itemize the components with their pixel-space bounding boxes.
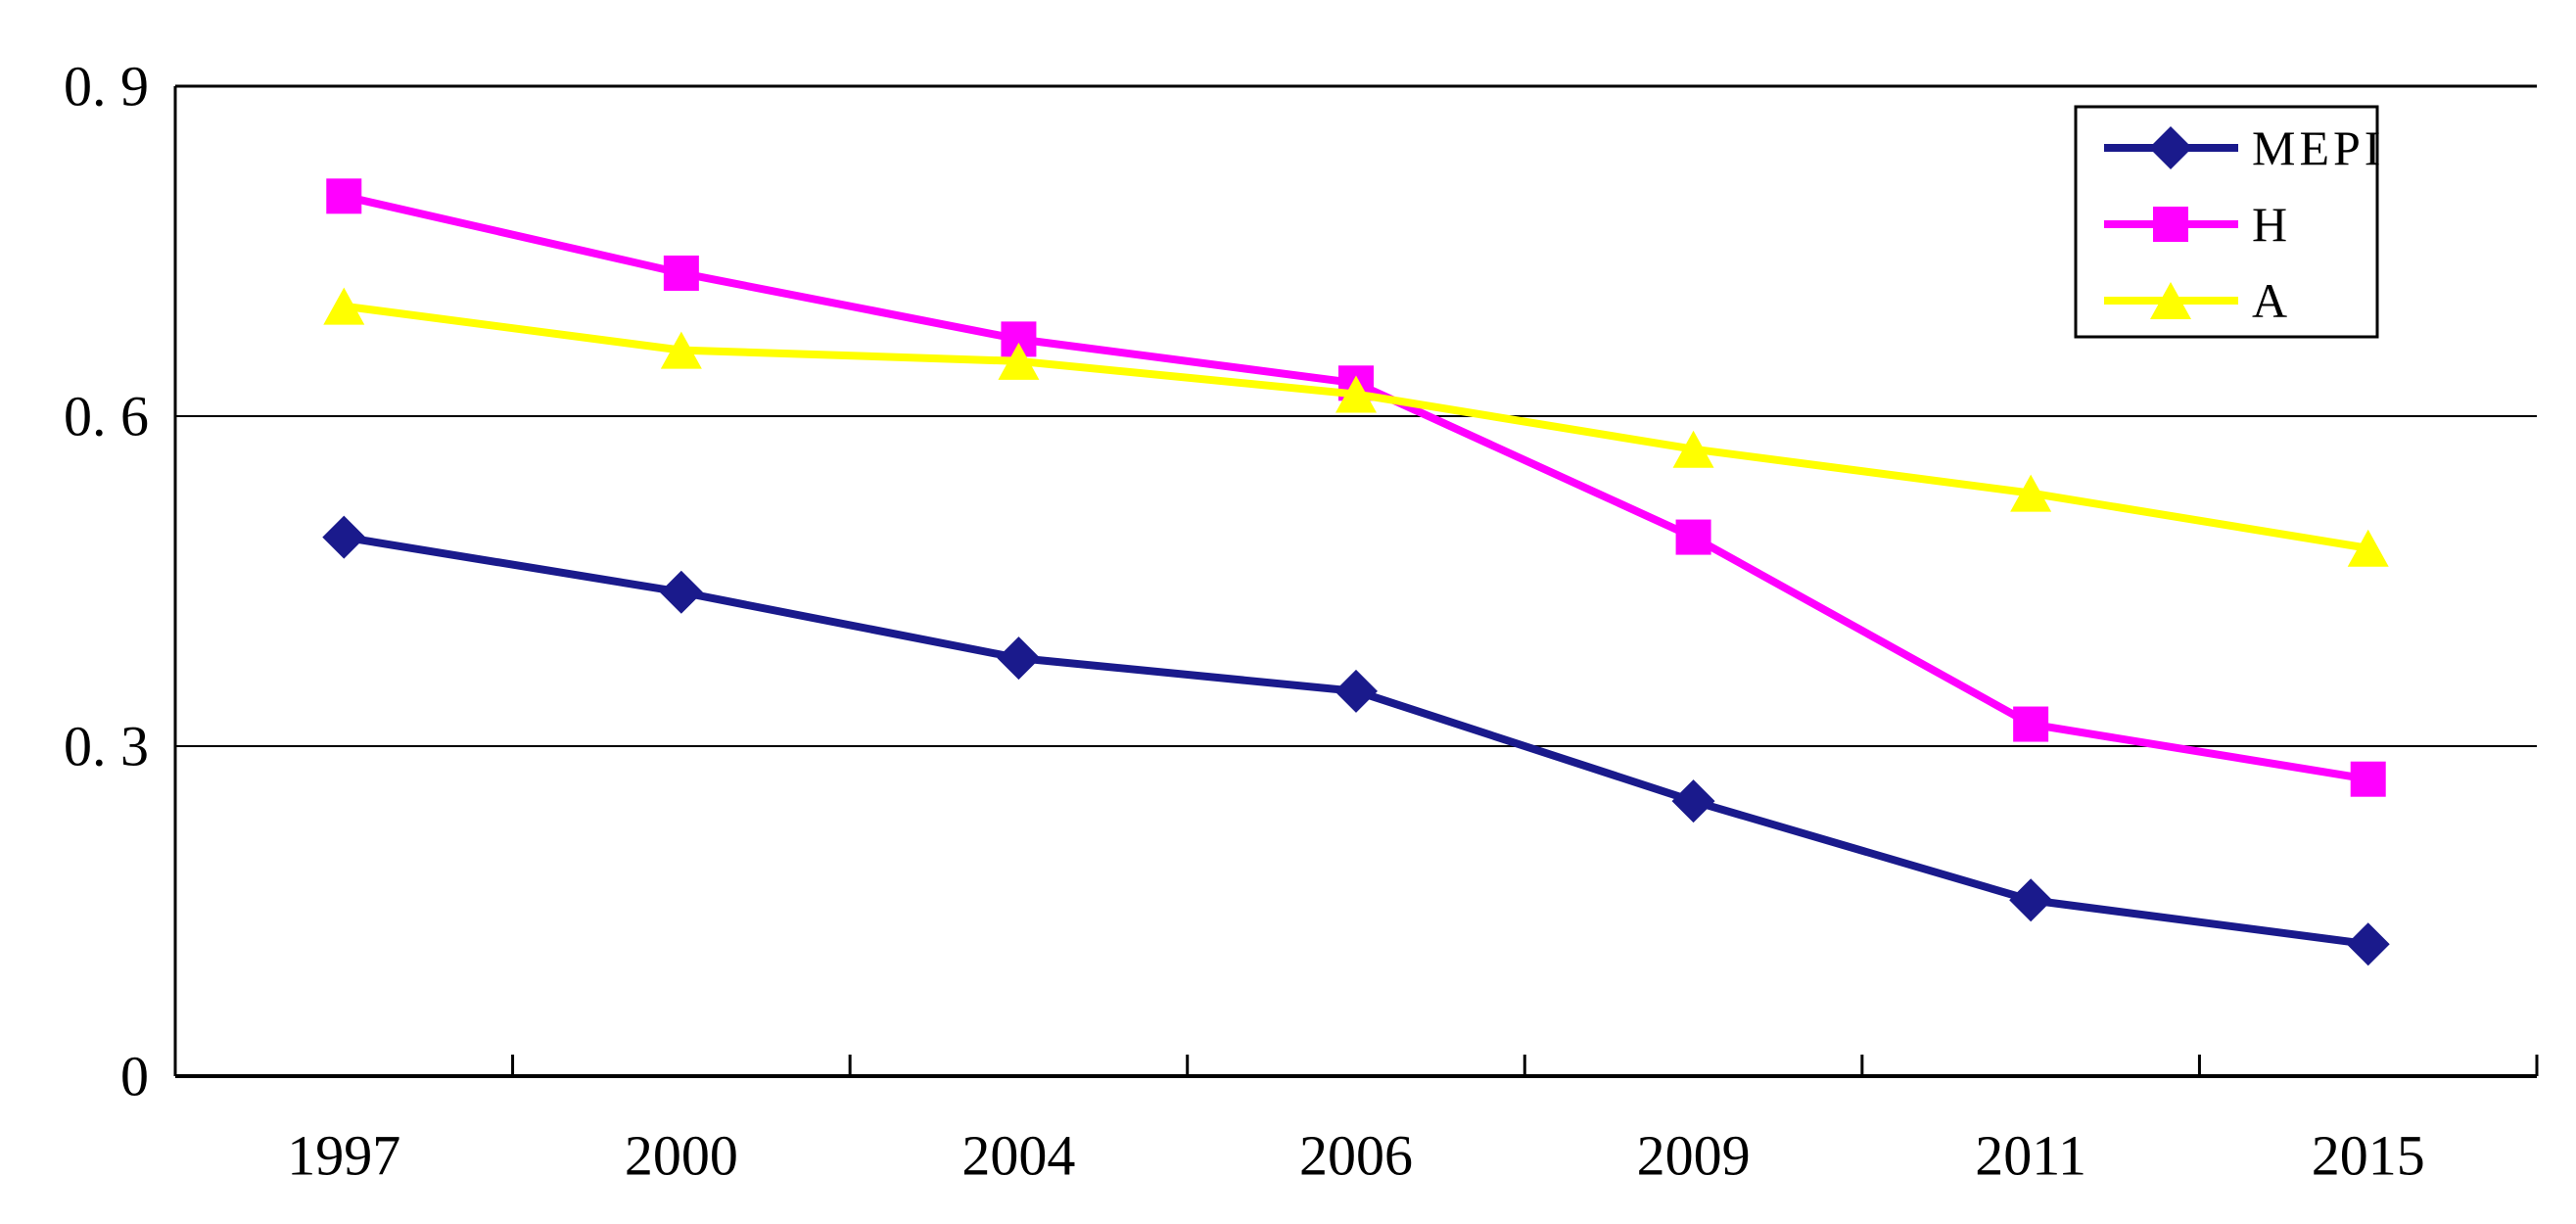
series-line-MEPI: [343, 533, 2369, 949]
legend-label-H: H: [2252, 197, 2291, 252]
series-marker-A-2006: [1335, 375, 1377, 413]
x-tick-label: 2004: [961, 1124, 1075, 1188]
series-marker-A-2009: [1672, 430, 1714, 468]
series-line-A: [343, 302, 2369, 552]
series-marker-MEPI-2004: [997, 636, 1041, 681]
series-marker-MEPI-2006: [1335, 669, 1378, 713]
x-tick-label: 2011: [1975, 1124, 2086, 1188]
legend-swatch-marker-A: [2150, 282, 2191, 319]
legend-label-A: A: [2252, 273, 2291, 328]
y-tick-label: 0. 3: [64, 715, 149, 778]
legend-swatch-marker-MEPI: [2149, 126, 2192, 169]
y-tick-label: 0: [120, 1045, 149, 1108]
series-marker-H-2009: [1675, 519, 1711, 555]
series-marker-A-1997: [323, 287, 365, 325]
series-marker-H-2015: [2350, 761, 2386, 797]
x-tick-label: 2000: [625, 1124, 738, 1188]
series-marker-H-1997: [326, 178, 362, 214]
x-tick-label: 2006: [1299, 1124, 1413, 1188]
series-marker-MEPI-2009: [1671, 779, 1715, 824]
legend-swatch-marker-H: [2153, 207, 2188, 242]
x-tick-label: 2009: [1637, 1124, 1751, 1188]
series-marker-MEPI-2015: [2346, 922, 2390, 966]
series-marker-MEPI-2011: [2009, 878, 2053, 922]
series-marker-A-2011: [2010, 474, 2052, 512]
legend-label-MEPI: MEPI: [2252, 120, 2384, 175]
x-tick-label: 1997: [287, 1124, 400, 1188]
y-tick-label: 0. 6: [64, 385, 149, 448]
series-marker-H-2011: [2013, 706, 2049, 742]
x-tick-label: 2015: [2312, 1124, 2425, 1188]
series-marker-A-2004: [998, 342, 1040, 380]
series-marker-A-2015: [2347, 529, 2389, 567]
series-marker-A-2000: [660, 331, 702, 369]
series-marker-MEPI-1997: [322, 515, 366, 559]
y-tick-label: 0. 9: [64, 55, 149, 118]
series-marker-H-2000: [663, 255, 699, 291]
series-marker-MEPI-2000: [659, 570, 703, 614]
